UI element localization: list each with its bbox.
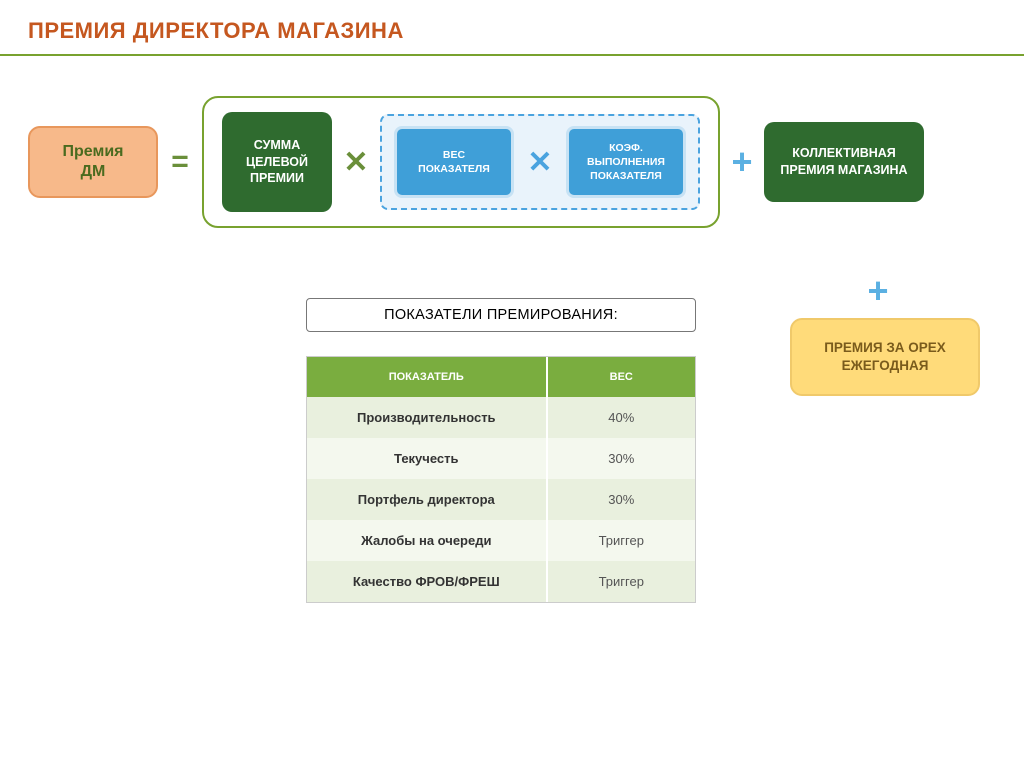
page-title: ПРЕМИЯ ДИРЕКТОРА МАГАЗИНА bbox=[0, 0, 1024, 54]
plus2-operator-wrap: + bbox=[864, 270, 904, 312]
td-weight: Триггер bbox=[548, 561, 695, 602]
td-indicator: Текучесть bbox=[307, 438, 548, 479]
th-weight: ВЕС bbox=[548, 357, 695, 397]
table-row: Производительность40% bbox=[307, 397, 695, 438]
td-indicator: Портфель директора bbox=[307, 479, 548, 520]
box-orex: ПРЕМИЯ ЗА ОРЕХ ЕЖЕГОДНАЯ bbox=[790, 318, 980, 396]
indicators-label: ПОКАЗАТЕЛИ ПРЕМИРОВАНИЯ: bbox=[306, 298, 696, 332]
weight-label: ВЕС ПОКАЗАТЕЛЯ bbox=[418, 148, 490, 176]
td-weight: 30% bbox=[548, 479, 695, 520]
table-row: Текучесть30% bbox=[307, 438, 695, 479]
title-underline bbox=[0, 54, 1024, 56]
plus1-operator: + bbox=[728, 141, 756, 183]
box-premia-dm: Премия ДМ bbox=[28, 126, 158, 198]
table-body: Производительность40%Текучесть30%Портфел… bbox=[307, 397, 695, 602]
mult2-operator: ✕ bbox=[526, 145, 554, 180]
dotted-group: ВЕС ПОКАЗАТЕЛЯ ✕ КОЭФ. ВЫПОЛНЕНИЯ ПОКАЗА… bbox=[380, 114, 700, 210]
mult1-operator: ✕ bbox=[342, 145, 370, 180]
td-weight: 40% bbox=[548, 397, 695, 438]
table-header-row: ПОКАЗАТЕЛЬ ВЕС bbox=[307, 357, 695, 397]
coef-label: КОЭФ. ВЫПОЛНЕНИЯ ПОКАЗАТЕЛЯ bbox=[587, 141, 665, 184]
table-row: Жалобы на очередиТриггер bbox=[307, 520, 695, 561]
td-weight: Триггер bbox=[548, 520, 695, 561]
box-sum-target: СУММА ЦЕЛЕВОЙ ПРЕМИИ bbox=[222, 112, 332, 212]
equals-operator: = bbox=[166, 145, 194, 179]
premia-dm-label: Премия ДМ bbox=[63, 142, 124, 182]
collective-label: КОЛЛЕКТИВНАЯ ПРЕМИЯ МАГАЗИНА bbox=[780, 145, 907, 179]
box-collective: КОЛЛЕКТИВНАЯ ПРЕМИЯ МАГАЗИНА bbox=[764, 122, 924, 202]
box-coef: КОЭФ. ВЫПОЛНЕНИЯ ПОКАЗАТЕЛЯ bbox=[566, 126, 686, 198]
th-indicator: ПОКАЗАТЕЛЬ bbox=[307, 357, 548, 397]
td-weight: 30% bbox=[548, 438, 695, 479]
table-row: Качество ФРОВ/ФРЕШТриггер bbox=[307, 561, 695, 602]
td-indicator: Жалобы на очереди bbox=[307, 520, 548, 561]
sum-target-label: СУММА ЦЕЛЕВОЙ ПРЕМИИ bbox=[246, 137, 308, 188]
table-row: Портфель директора30% bbox=[307, 479, 695, 520]
box-weight: ВЕС ПОКАЗАТЕЛЯ bbox=[394, 126, 514, 198]
formula-container: СУММА ЦЕЛЕВОЙ ПРЕМИИ ✕ ВЕС ПОКАЗАТЕЛЯ ✕ … bbox=[202, 96, 720, 228]
td-indicator: Производительность bbox=[307, 397, 548, 438]
plus2-operator: + bbox=[864, 270, 892, 312]
formula-row: Премия ДМ = СУММА ЦЕЛЕВОЙ ПРЕМИИ ✕ ВЕС П… bbox=[0, 96, 1024, 228]
orex-label: ПРЕМИЯ ЗА ОРЕХ ЕЖЕГОДНАЯ bbox=[824, 339, 946, 375]
indicators-table: ПОКАЗАТЕЛЬ ВЕС Производительность40%Теку… bbox=[306, 356, 696, 603]
td-indicator: Качество ФРОВ/ФРЕШ bbox=[307, 561, 548, 602]
